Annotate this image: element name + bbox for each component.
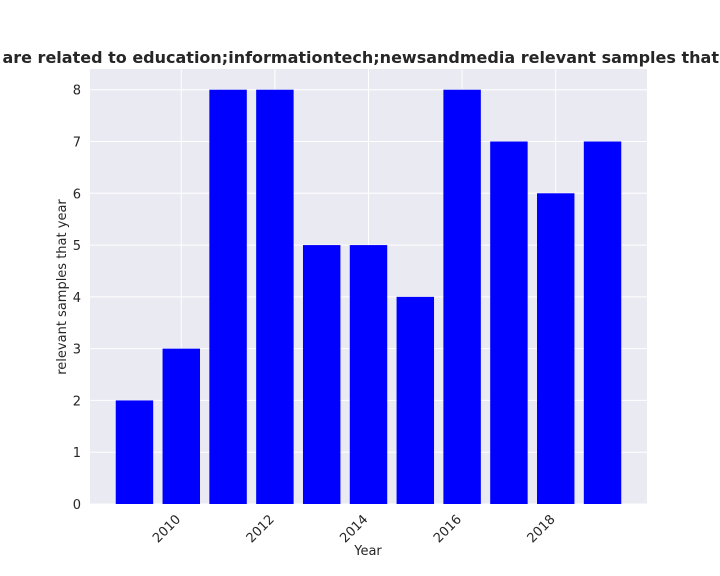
bar-2016 — [443, 89, 481, 504]
y-tick-label: 2 — [73, 394, 81, 409]
bar-2011 — [209, 89, 247, 504]
x-tick-label: 2012 — [244, 512, 278, 546]
bar-2009 — [115, 400, 154, 504]
bar-2017 — [490, 141, 528, 504]
bar-2018 — [537, 193, 575, 505]
x-tick-label: 2010 — [150, 512, 184, 546]
y-tick-label: 8 — [73, 84, 81, 99]
y-tick-label: 1 — [73, 446, 81, 461]
bar-2012 — [256, 89, 294, 504]
bar-2014 — [349, 245, 388, 505]
chart-title: Samples that are related to education;in… — [0, 48, 720, 67]
y-tick-label: 6 — [73, 187, 81, 202]
x-tick-label: 2016 — [431, 512, 465, 546]
bar-2019 — [583, 141, 622, 504]
x-tick-labels: 2010 2012 2014 2016 2018 — [150, 512, 558, 546]
y-axis-label: relevant samples that year — [55, 199, 70, 375]
y-tick-labels: 0 1 2 3 4 5 6 7 8 — [73, 84, 81, 513]
x-tick-label: 2014 — [337, 512, 371, 546]
y-tick-label: 0 — [73, 498, 81, 513]
y-tick-label: 5 — [73, 239, 81, 254]
bar-2013 — [302, 245, 341, 505]
bars — [115, 89, 622, 505]
x-axis-label: Year — [353, 544, 382, 559]
y-tick-label: 7 — [73, 136, 81, 151]
x-tick-label: 2018 — [525, 512, 559, 546]
y-tick-label: 3 — [73, 343, 81, 358]
bar-2015 — [396, 296, 435, 504]
y-tick-label: 4 — [73, 291, 81, 306]
bar-2010 — [162, 348, 200, 504]
